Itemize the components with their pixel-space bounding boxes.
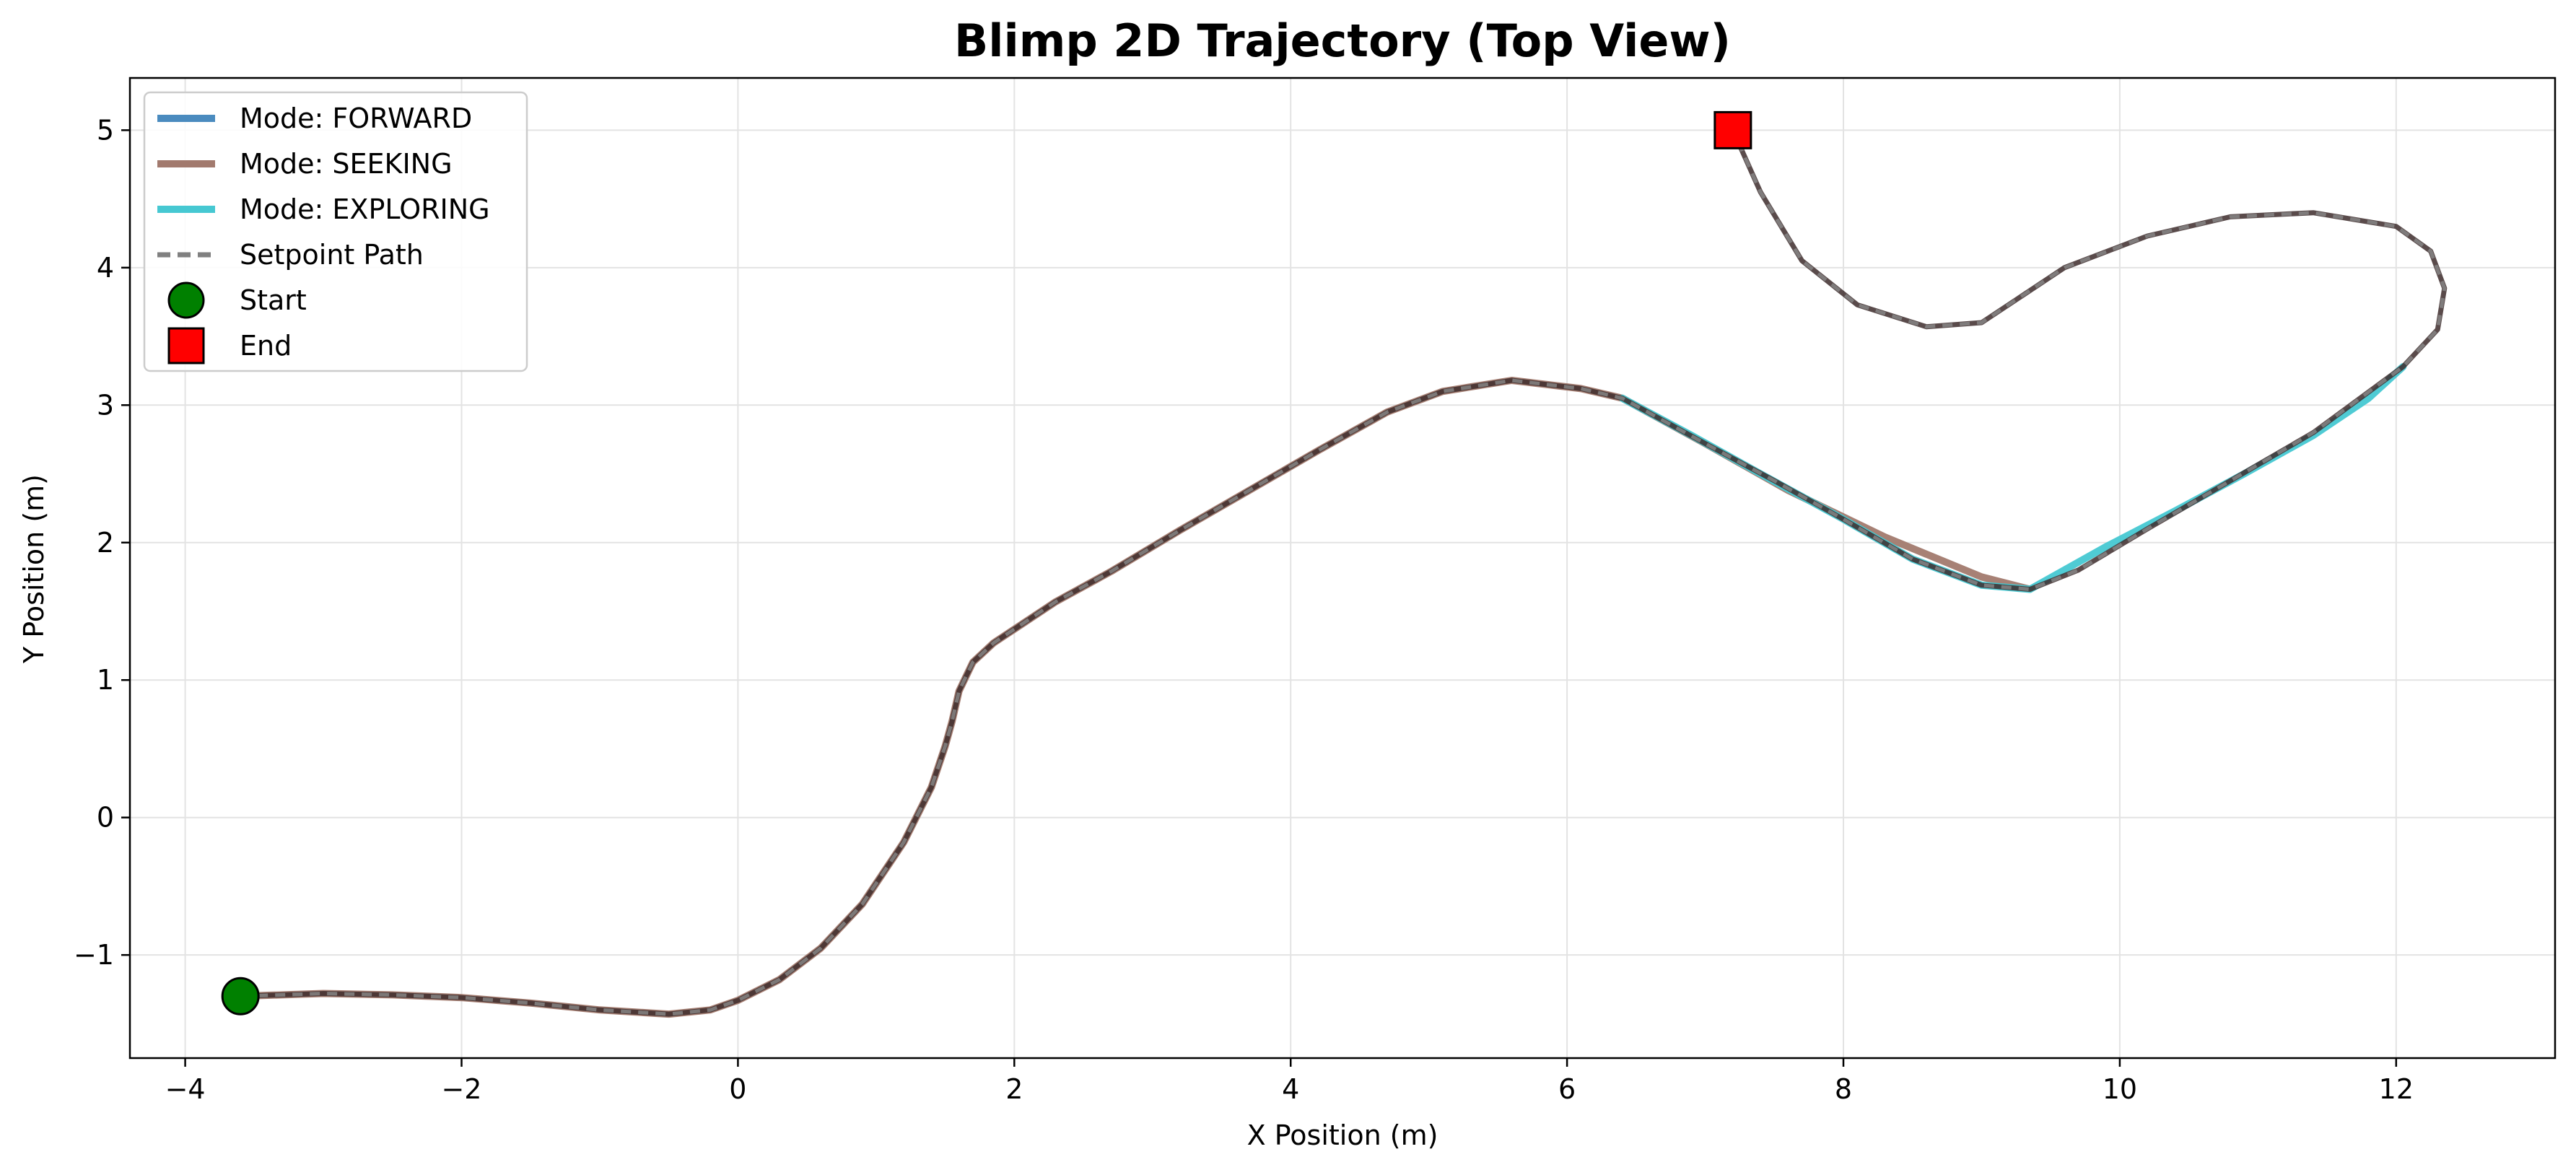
x-tick-label: 0 — [729, 1073, 746, 1105]
chart-title: Blimp 2D Trajectory (Top View) — [954, 14, 1731, 67]
x-axis-label: X Position (m) — [1247, 1119, 1438, 1151]
legend-label: Mode: FORWARD — [240, 102, 472, 134]
grid-lines — [130, 78, 2555, 1058]
legend-circle-swatch — [167, 281, 205, 319]
y-tick-label: 5 — [97, 114, 114, 146]
y-tick-label: 3 — [97, 389, 114, 421]
y-tick-label: 4 — [97, 252, 114, 284]
plot-area — [221, 110, 2448, 1018]
y-tick-label: 2 — [97, 527, 114, 559]
x-tick-label: 6 — [1558, 1073, 1576, 1105]
legend-label: Mode: EXPLORING — [240, 193, 490, 225]
actual-trajectory-line — [237, 127, 2448, 1017]
x-tick-label: 10 — [2103, 1073, 2137, 1105]
legend: Mode: FORWARD Mode: SEEKING Mode: EXPLORIN… — [143, 91, 528, 372]
exploring-mode-line — [1618, 363, 2407, 593]
legend-box — [143, 91, 528, 372]
y-tick-label: −1 — [74, 939, 114, 971]
x-tick-label: 12 — [2379, 1073, 2414, 1105]
x-tick-label: −4 — [165, 1073, 206, 1105]
axes-frame — [128, 77, 2557, 1060]
legend-square-swatch — [167, 327, 205, 364]
x-tick-label: 2 — [1005, 1073, 1023, 1105]
start-marker — [221, 977, 260, 1015]
x-tick-label: 8 — [1835, 1073, 1852, 1105]
setpoint-path-line — [240, 129, 2447, 1016]
y-tick-label: 0 — [97, 802, 114, 834]
y-tick-label: 1 — [97, 664, 114, 696]
legend-label: End — [240, 330, 292, 362]
legend-label: Setpoint Path — [240, 239, 424, 271]
y-axis-label: Y Position (m) — [18, 474, 50, 664]
x-tick-label: −2 — [441, 1073, 481, 1105]
x-tick-label: 4 — [1282, 1073, 1299, 1105]
legend-label: Mode: SEEKING — [240, 148, 453, 180]
end-marker — [1713, 110, 1752, 149]
legend-label: Start — [240, 284, 307, 316]
